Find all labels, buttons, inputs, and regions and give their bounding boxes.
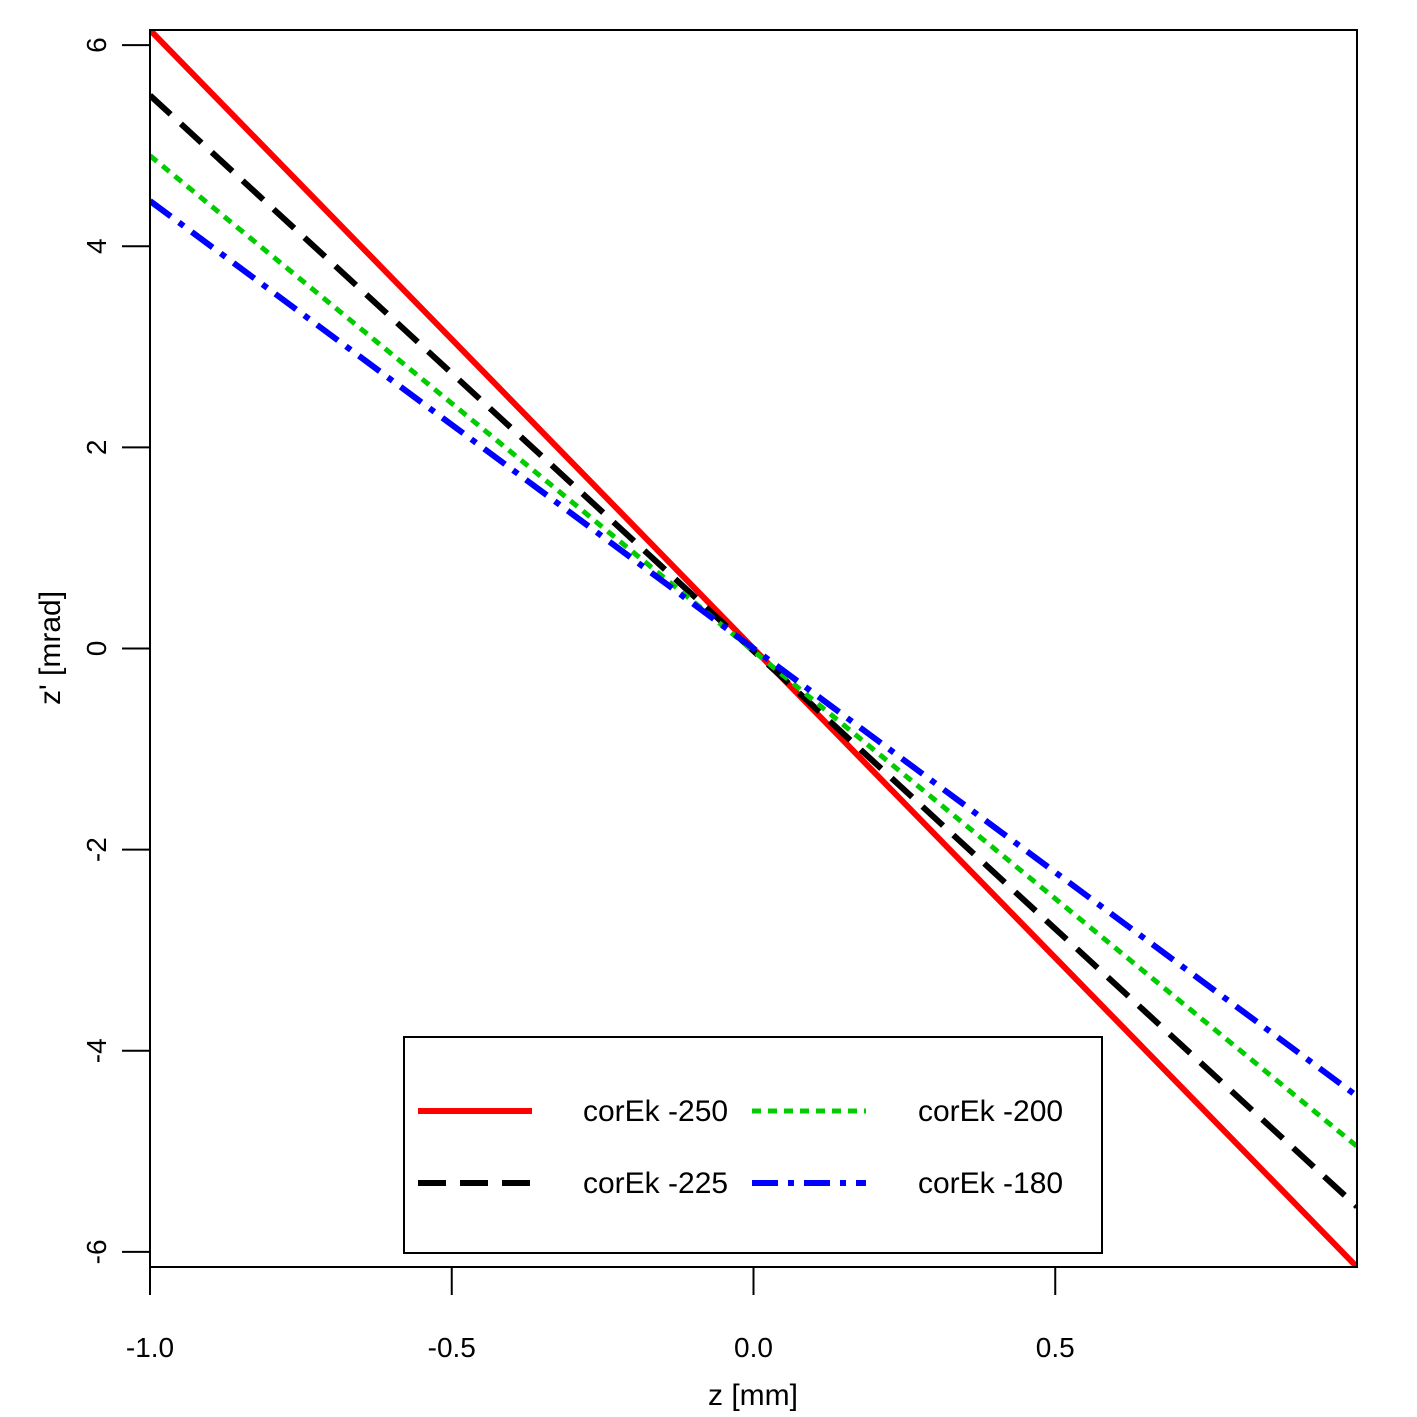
legend-label-4: corEk -180 bbox=[918, 1167, 1063, 1200]
y-tick-label: 0 bbox=[81, 641, 112, 657]
series-line-4 bbox=[150, 198, 1357, 1099]
x-tick-label: 0.5 bbox=[1036, 1332, 1075, 1363]
y-tick-label: 6 bbox=[81, 37, 112, 53]
x-tick-label: -1.0 bbox=[126, 1332, 174, 1363]
legend: corEk -250 corEk -225 corEk -200 corEk -180 bbox=[403, 1036, 1103, 1254]
legend-label-1: corEk -250 bbox=[583, 1095, 728, 1128]
x-tick-label: 0.0 bbox=[734, 1332, 773, 1363]
x-axis-label: z [mm] bbox=[708, 1379, 798, 1412]
legend-box bbox=[403, 1036, 1103, 1254]
x-tick-label: -0.5 bbox=[428, 1332, 476, 1363]
series-line-3 bbox=[150, 153, 1357, 1149]
y-tick-label: -4 bbox=[81, 1038, 112, 1063]
y-axis-label: z' [mrad] bbox=[34, 591, 67, 705]
legend-label-2: corEk -225 bbox=[583, 1167, 728, 1200]
y-axis: -6 -4 -2 0 2 4 6 bbox=[81, 37, 150, 1264]
y-tick-label: 4 bbox=[81, 238, 112, 254]
x-axis: -1.0 -0.5 0.0 0.5 bbox=[126, 1267, 1075, 1363]
y-tick-label: -2 bbox=[81, 837, 112, 862]
legend-label-3: corEk -200 bbox=[918, 1095, 1063, 1128]
series-layer bbox=[150, 30, 1357, 1267]
y-tick-label: 2 bbox=[81, 440, 112, 456]
y-tick-label: -6 bbox=[81, 1239, 112, 1264]
